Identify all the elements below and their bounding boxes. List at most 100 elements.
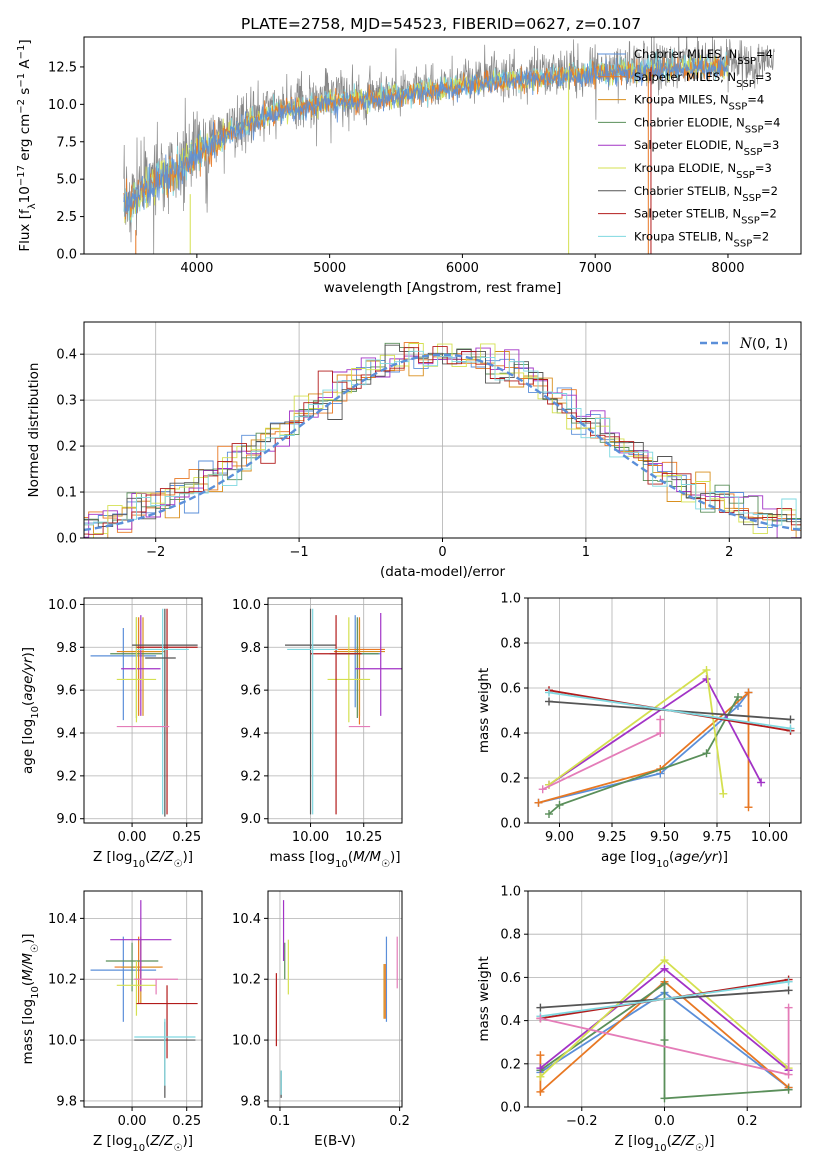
y-tick-label: 0.3 bbox=[56, 394, 77, 409]
legend-sub: SSP bbox=[736, 78, 755, 89]
legend-sub: SSP bbox=[745, 124, 764, 135]
y-tick-label: 10.2 bbox=[232, 973, 261, 988]
label-part: mass weight bbox=[476, 668, 492, 753]
y-tick-label: 0.2 bbox=[500, 1057, 521, 1072]
label-part: 10 bbox=[132, 859, 145, 870]
weight_vs_Z-panel: −0.2 0.0 0.2 0.0 0.2 0.4 0.6 0.8 1.0 Z [log10(Z/Z… bbox=[476, 885, 802, 1154]
y-tick-label: 1.0 bbox=[500, 885, 521, 900]
legend-entry: Kroupa ELODIE, NSSP=3 bbox=[634, 161, 772, 181]
y-tick-label: 10.2 bbox=[48, 973, 77, 988]
label-part: )] bbox=[704, 1133, 715, 1149]
legend-entry: Chabrier MILES, NSSP=4 bbox=[634, 47, 773, 67]
x-axis-label: age [log10(age/yr)] bbox=[601, 849, 728, 870]
y-tick-label: 0.8 bbox=[500, 637, 521, 652]
legend-name: Kroupa MILES, N bbox=[634, 93, 729, 107]
label-part: ☉ bbox=[173, 859, 182, 870]
legend-count: =2 bbox=[760, 207, 777, 221]
axes-frame bbox=[83, 890, 203, 1108]
plot-area bbox=[275, 900, 398, 1098]
label-part: M/M bbox=[353, 849, 381, 865]
label-part: mass [log bbox=[20, 999, 36, 1065]
y-axis-label: age [log10(age/yr)] bbox=[20, 647, 41, 774]
y-axis-label: Normed distribution bbox=[26, 363, 42, 498]
x-tick-label: 10.00 bbox=[751, 830, 788, 845]
label-part: age [log bbox=[20, 719, 36, 774]
legend-entry: Salpeter ELODIE, NSSP=3 bbox=[634, 138, 779, 158]
plot-area bbox=[536, 956, 793, 1103]
legend-count: =4 bbox=[747, 93, 764, 107]
label-part: −17 bbox=[16, 165, 27, 186]
y-axis-label: mass weight bbox=[476, 956, 492, 1041]
normal-curve bbox=[84, 353, 801, 532]
legend-entry: Salpeter STELIB, NSSP=2 bbox=[634, 207, 777, 227]
label-part: ☉ bbox=[173, 1143, 182, 1154]
x-tick-label: 0.25 bbox=[172, 830, 201, 845]
y-tick-label: 9.0 bbox=[56, 812, 77, 827]
residual-histogram bbox=[84, 350, 801, 529]
x-tick-label: 10.00 bbox=[292, 830, 329, 845]
y-tick-label: 10.0 bbox=[48, 98, 77, 113]
x-tick-label: −2 bbox=[146, 545, 165, 560]
legend-name: Chabrier STELIB, N bbox=[634, 184, 742, 198]
y-tick-label: 9.4 bbox=[56, 727, 77, 742]
y-tick-label: 0.6 bbox=[500, 682, 521, 697]
y-tick-label: 0.1 bbox=[56, 486, 77, 501]
axes-frame bbox=[267, 890, 403, 1108]
x-tick-label: −1 bbox=[290, 545, 309, 560]
age_vs_Z-panel: 0.00 0.259.09.29.49.69.810.0Z [log10(Z/Z☉… bbox=[20, 597, 203, 870]
label-part: )] bbox=[390, 849, 401, 865]
legend-entry: Kroupa MILES, NSSP=4 bbox=[634, 93, 764, 113]
x-tick-label: 9.75 bbox=[703, 830, 732, 845]
label-part: ( bbox=[667, 1133, 672, 1149]
label-part: 10 bbox=[654, 1143, 667, 1154]
age_vs_mass-panel: 10.00 10.25 9.0 9.2 9.4 9.6 9.8 10.0 mass [log10… bbox=[232, 597, 403, 870]
label-part: )] bbox=[20, 933, 36, 944]
label-part: Z [log bbox=[93, 849, 132, 865]
residual-histogram bbox=[84, 342, 801, 533]
label-part: 10 bbox=[656, 859, 669, 870]
x-tick-label: 9.25 bbox=[598, 830, 627, 845]
legend-name: Chabrier ELODIE, N bbox=[634, 115, 745, 129]
weight-series-line bbox=[538, 691, 750, 804]
plot-area bbox=[84, 342, 801, 538]
x-axis-label: Z [log10(Z/Z☉)] bbox=[615, 1133, 715, 1154]
label-part: ( bbox=[145, 849, 150, 865]
label-part: age [log bbox=[601, 849, 656, 865]
label-part: )] bbox=[182, 1133, 193, 1149]
legend-sub: SSP bbox=[729, 101, 748, 112]
label-part: Z [log bbox=[615, 1133, 654, 1149]
label-part: s bbox=[17, 88, 33, 99]
plot-area bbox=[285, 608, 402, 815]
legend-name: Salpeter MILES, N bbox=[634, 70, 736, 84]
residuals-panel: −2 −1 0 1 2 0.0 0.1 0.2 0.3 0.4 (data-model)/error… bbox=[26, 321, 802, 580]
legend-name: Salpeter STELIB, N bbox=[634, 207, 741, 221]
legend-entry: N(0, 1) bbox=[739, 336, 788, 352]
y-tick-label: 9.8 bbox=[240, 641, 261, 656]
y-tick-label: 10.0 bbox=[232, 598, 261, 613]
label-part: (data-model)/error bbox=[380, 564, 506, 580]
weight-series-line bbox=[538, 690, 750, 808]
legend-entry: Salpeter MILES, NSSP=3 bbox=[634, 70, 772, 90]
label-part: age/yr bbox=[20, 656, 36, 701]
y-axis-label: mass weight bbox=[476, 668, 492, 753]
label-part: mass [log bbox=[269, 849, 335, 865]
legend-count: =3 bbox=[762, 138, 779, 152]
label-part: )] bbox=[718, 849, 729, 865]
label-part: λ bbox=[27, 203, 38, 209]
residual-histogram bbox=[84, 351, 801, 538]
legend-sub: SSP bbox=[737, 56, 756, 67]
residual-legend: N(0, 1) bbox=[700, 336, 788, 352]
label-part: ] bbox=[17, 39, 33, 44]
y-tick-label: 0.0 bbox=[56, 532, 77, 547]
y-tick-label: 0.4 bbox=[56, 348, 77, 363]
label-part: Normed distribution bbox=[26, 363, 42, 498]
x-tick-label: 2 bbox=[725, 545, 733, 560]
x-tick-label: 7000 bbox=[579, 261, 612, 276]
x-axis-label: (data-model)/error bbox=[380, 564, 506, 580]
x-tick-label: 0.2 bbox=[389, 1114, 410, 1129]
legend-name: Salpeter ELODIE, N bbox=[634, 138, 744, 152]
legend-count: =4 bbox=[756, 47, 773, 61]
x-tick-label: 9.00 bbox=[545, 830, 574, 845]
label-part: 10 bbox=[30, 706, 41, 719]
x-axis-label: E(B-V) bbox=[314, 1133, 356, 1149]
